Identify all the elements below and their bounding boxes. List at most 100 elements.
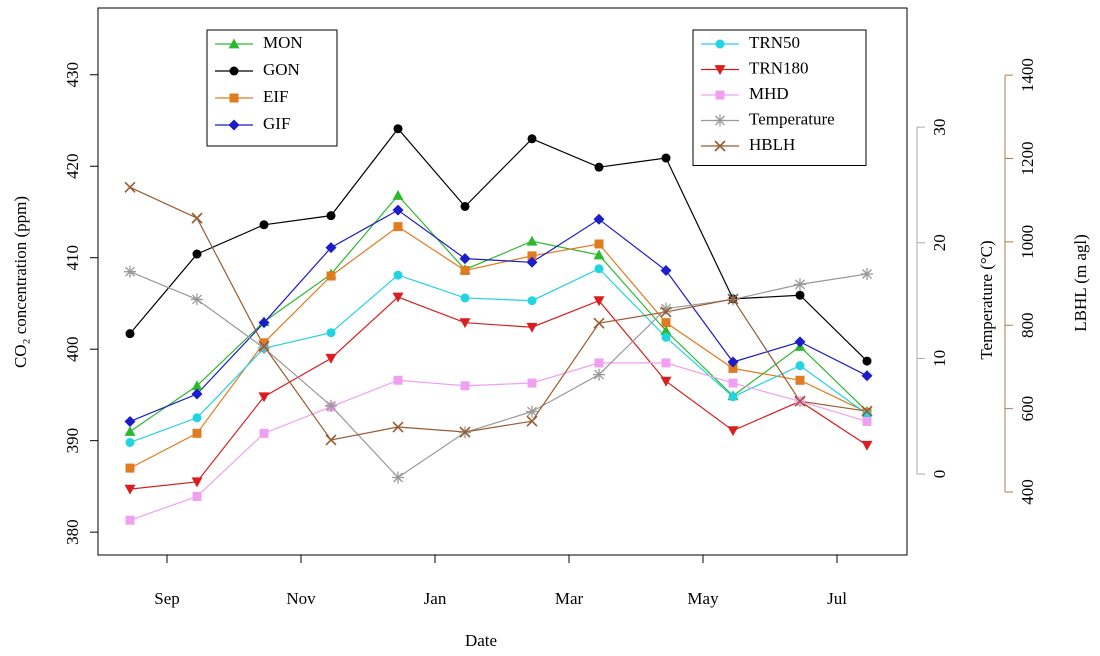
marker — [527, 251, 537, 261]
marker — [862, 416, 872, 426]
marker — [714, 65, 726, 75]
legend-label: MON — [263, 33, 303, 52]
marker — [325, 242, 337, 254]
marker — [593, 213, 605, 225]
marker — [593, 296, 605, 307]
marker — [326, 271, 336, 281]
marker — [459, 426, 471, 438]
marker — [660, 265, 672, 277]
x-tick-label: Jan — [424, 589, 447, 608]
marker — [660, 302, 672, 315]
legend-label: EIF — [263, 87, 289, 106]
y-tick-label: 380 — [63, 519, 82, 545]
marker — [660, 376, 672, 387]
marker — [192, 249, 202, 259]
marker — [594, 264, 604, 274]
legend-label: TRN50 — [749, 33, 800, 52]
y-tick-label: 420 — [63, 153, 82, 179]
marker — [191, 380, 203, 391]
legend-label: TRN180 — [749, 58, 809, 77]
marker — [527, 296, 537, 306]
marker — [728, 378, 738, 388]
marker — [715, 90, 725, 100]
series-line — [129, 186, 868, 441]
marker — [593, 368, 605, 381]
marker — [325, 353, 337, 364]
marker — [460, 293, 470, 303]
series-line — [129, 194, 868, 433]
marker — [191, 293, 203, 306]
marker — [228, 38, 240, 49]
marker — [594, 162, 604, 172]
marker — [124, 265, 136, 278]
x-tick-label: Sep — [154, 589, 180, 608]
marker — [862, 356, 872, 366]
marker — [393, 222, 403, 232]
marker — [527, 134, 537, 144]
y-tick-label: 400 — [63, 336, 82, 362]
marker — [593, 317, 605, 329]
y2-tick-label: 30 — [930, 119, 949, 136]
x-axis-title: Date — [465, 631, 497, 650]
marker — [861, 440, 873, 451]
marker — [527, 378, 537, 388]
marker — [393, 375, 403, 385]
marker — [460, 201, 470, 211]
y2-tick-label: 0 — [930, 470, 949, 479]
series-line — [129, 225, 868, 469]
series-line — [129, 127, 868, 362]
y-tick-label: 390 — [63, 428, 82, 454]
marker — [258, 317, 270, 329]
marker — [228, 119, 240, 131]
marker — [124, 181, 136, 193]
marker — [229, 93, 239, 103]
series-line — [129, 296, 868, 490]
marker — [192, 413, 202, 423]
marker — [326, 328, 336, 338]
legend-label: HBLH — [749, 135, 795, 154]
marker — [459, 318, 471, 329]
y-tick-label: 430 — [63, 62, 82, 88]
marker — [661, 332, 671, 342]
legend-label: Temperature — [749, 109, 835, 128]
marker — [229, 66, 239, 76]
series-line — [129, 209, 868, 423]
marker — [258, 341, 270, 354]
y2-tick-label: 20 — [930, 234, 949, 251]
marker — [325, 399, 337, 412]
marker — [192, 428, 202, 438]
marker — [325, 434, 337, 446]
marker — [661, 358, 671, 368]
marker — [526, 256, 538, 268]
marker — [594, 239, 604, 249]
marker — [459, 253, 471, 265]
marker — [794, 336, 806, 348]
x-tick-label: Mar — [555, 589, 584, 608]
marker — [727, 356, 739, 368]
marker — [660, 306, 672, 318]
marker — [191, 388, 203, 400]
marker — [125, 515, 135, 525]
marker — [124, 484, 136, 495]
marker — [258, 392, 270, 403]
marker — [526, 415, 538, 427]
marker — [728, 363, 738, 373]
legend: TRN50 TRN180 MHD Temperature HBLH — [692, 29, 867, 166]
x-tick-label: Jul — [827, 589, 847, 608]
marker — [794, 278, 806, 291]
legend: MON GON EIF GIF — [206, 29, 338, 147]
marker — [392, 421, 404, 433]
series-line — [129, 271, 868, 479]
y-axis-title: CO₂ concentration (ppm) — [11, 196, 30, 368]
marker — [192, 491, 202, 501]
marker — [727, 293, 739, 305]
marker — [191, 212, 203, 224]
legend-label: MHD — [749, 84, 789, 103]
marker — [392, 190, 404, 200]
marker — [661, 153, 671, 163]
y3-tick-label: 1200 — [1018, 142, 1037, 176]
marker — [259, 220, 269, 230]
marker — [326, 211, 336, 221]
y3-tick-label: 600 — [1018, 396, 1037, 422]
marker — [795, 290, 805, 300]
